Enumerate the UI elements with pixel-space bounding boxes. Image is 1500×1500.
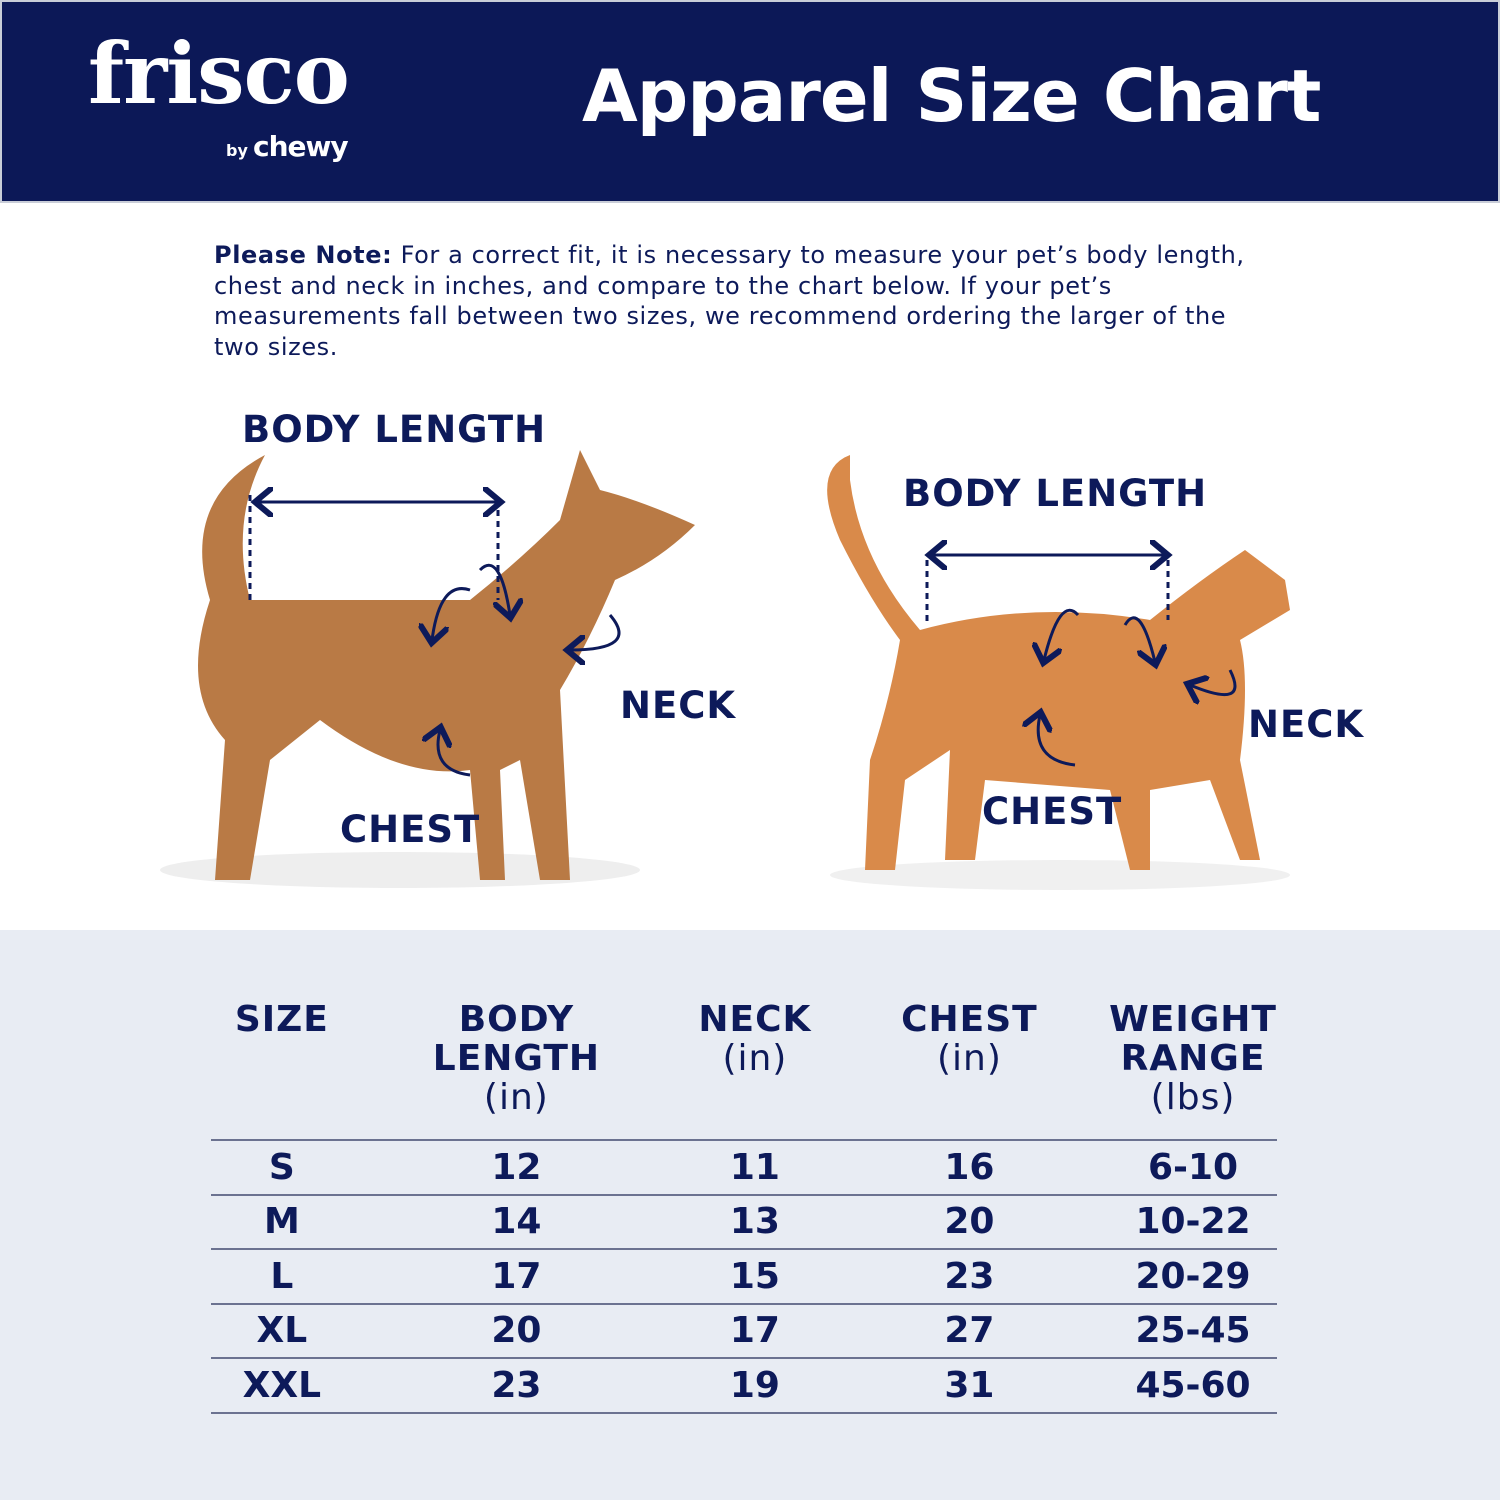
table-cell: 19 <box>680 1357 830 1414</box>
header-weight-range: WEIGHT RANGE (lbs) <box>1109 999 1277 1118</box>
cat-body-length-label: BODY LENGTH <box>903 472 1208 515</box>
page-title: Apparel Size Chart <box>582 54 1321 138</box>
header: frisco by chewy Apparel Size Chart <box>0 0 1500 203</box>
table-cell: 31 <box>829 1357 1110 1414</box>
header-size: SIZE <box>234 999 329 1040</box>
table-cell: 16 <box>829 1139 1110 1195</box>
table-cell: S <box>211 1139 353 1195</box>
table-cell: 45-60 <box>1109 1357 1277 1414</box>
table-cell: 23 <box>829 1248 1110 1304</box>
header-chest: CHEST (in) <box>901 999 1038 1079</box>
dog-chest-label: CHEST <box>340 808 481 851</box>
table-cell: 23 <box>352 1357 680 1414</box>
table-cell: 27 <box>829 1302 1110 1358</box>
header-body-length: BODY LENGTH (in) <box>432 999 601 1118</box>
frisco-logo: frisco by chewy <box>88 24 350 164</box>
table-cell: M <box>211 1193 353 1249</box>
cat-chest-label: CHEST <box>982 790 1123 833</box>
table-cell: 17 <box>352 1248 680 1304</box>
table-cell: L <box>211 1248 353 1304</box>
cat-neck-label: NECK <box>1248 703 1365 746</box>
table-row: M 14 13 20 10-22 <box>211 1193 1277 1249</box>
table-row: XXL 23 19 31 45-60 <box>211 1357 1277 1414</box>
dog-body-length-label: BODY LENGTH <box>242 408 547 451</box>
table-cell: 6-10 <box>1109 1139 1277 1195</box>
table-cell: XL <box>211 1302 353 1358</box>
table-cell: 10-22 <box>1109 1193 1277 1249</box>
table-row: L 17 15 23 20-29 <box>211 1248 1277 1304</box>
table-row: S 12 11 16 6-10 <box>211 1139 1277 1195</box>
fit-note: Please Note: For a correct fit, it is ne… <box>214 241 1245 361</box>
table-cell: 12 <box>352 1139 680 1195</box>
table-cell: 13 <box>680 1193 830 1249</box>
measurement-arrows <box>248 495 1237 777</box>
table-cell: XXL <box>211 1357 353 1414</box>
table-cell: 15 <box>680 1248 830 1304</box>
dog-neck-label: NECK <box>620 684 737 727</box>
table-cell: 11 <box>680 1139 830 1195</box>
table-cell: 20 <box>829 1193 1110 1249</box>
table-row: XL 20 17 27 25-45 <box>211 1302 1277 1358</box>
table-cell: 20 <box>352 1302 680 1358</box>
table-cell: 17 <box>680 1302 830 1358</box>
table-cell: 14 <box>352 1193 680 1249</box>
table-cell: 20-29 <box>1109 1248 1277 1304</box>
header-neck: NECK (in) <box>698 999 812 1079</box>
table-cell: 25-45 <box>1109 1302 1277 1358</box>
size-table: SIZE BODY LENGTH (in) NECK (in) CHEST (in) … <box>211 1000 1277 1414</box>
